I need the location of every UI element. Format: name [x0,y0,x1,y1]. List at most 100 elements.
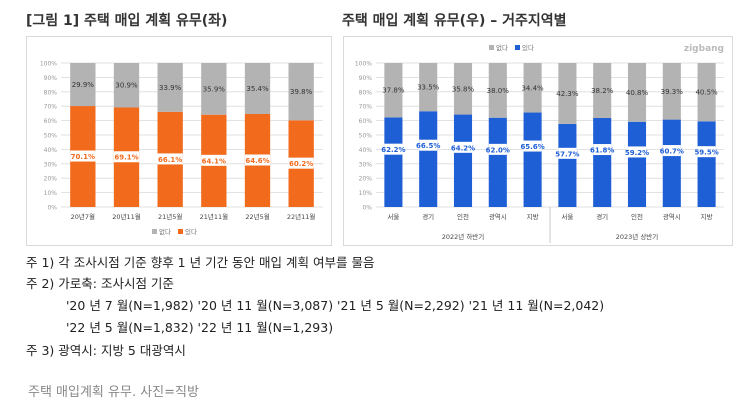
bar-segment-no-plan [244,63,271,114]
bar-segment-no-plan [593,63,612,119]
label-band [157,153,183,165]
data-label-plan: 70.1% [71,153,95,161]
bar-segment-no-plan [697,63,716,122]
x-tick-label: 22년11월 [287,212,316,221]
y-tick-label: 90% [44,75,58,82]
bar-segment-plan [419,111,438,207]
label-band [244,154,271,166]
footnote-2: 주 2) 가로축: 조사시점 기준 [26,276,174,291]
bar-segment-plan [523,112,542,207]
x-tick-label: 광역시 [489,212,507,221]
x-tick-label: 20년7월 [71,212,95,221]
bar-segment-no-plan [113,63,140,108]
label-band [697,146,716,158]
left-chart-title: [그림 1] 주택 매입 계획 유무(좌) [26,13,228,29]
y-tick-label: 20% [359,176,373,183]
x-tick-label: 서울 [387,212,399,221]
y-tick-label: 50% [359,133,373,140]
left-chart-panel: 0% 10% 20% 30% 40% 50% 60% 70% 80% 90% 100% 70.1% 29… [26,36,332,246]
legend-label: 있다 [185,227,197,236]
left-stacked-bar-chart: 0% 10% 20% 30% 40% 50% 60% 70% 80% 90% 100% 70.1% 29… [40,61,323,236]
data-label-no-plan: 40.5% [695,89,718,97]
legend-label: 있다 [522,43,534,52]
right-chart-panel: 0% 10% 20% 30% 40% 50% 60% 70% 80% 90% 100% 62.2% 37… [343,36,733,246]
data-label-no-plan: 42.3% [556,90,579,98]
data-label-plan: 64.1% [202,157,226,165]
label-band [627,146,647,158]
data-label-plan: 59.5% [694,149,718,157]
label-band [558,147,577,159]
legend-swatch [515,45,520,50]
legend-label: 없다 [496,43,508,52]
data-label-plan: 60.2% [289,160,313,168]
right-stacked-bar-chart: 0% 10% 20% 30% 40% 50% 60% 70% 80% 90% 100% 62.2% 37… [355,43,724,243]
group-label: 2023년 상반기 [616,232,659,241]
y-tick-label: 60% [44,118,58,125]
label-band [453,141,473,153]
bar-segment-plan [627,121,647,207]
data-label-no-plan: 33.5% [417,84,440,92]
data-label-plan: 66.1% [158,156,182,164]
legend-label: 없다 [159,227,171,236]
data-label-no-plan: 38.0% [487,87,510,95]
y-tick-label: 40% [44,147,58,154]
y-tick-label: 70% [44,104,58,111]
bar-segment-no-plan [201,63,227,115]
y-tick-label: 20% [44,176,58,183]
y-tick-label: 70% [359,104,373,111]
bar-segment-plan [662,119,681,207]
data-label-plan: 64.2% [451,144,475,152]
y-tick-label: 80% [44,89,58,96]
data-label-no-plan: 35.4% [246,85,269,93]
data-label-no-plan: 33.9% [159,84,182,92]
data-label-plan: 69.1% [114,154,138,162]
data-label-no-plan: 39.3% [661,88,684,96]
data-label-plan: 62.0% [486,146,510,154]
label-band [419,139,438,151]
label-band [662,145,681,157]
bar-segment-no-plan [488,63,507,118]
y-tick-label: 100% [355,61,372,68]
label-band [593,144,612,156]
label-band [384,143,403,155]
bar-segment-plan [697,121,716,207]
bar-segment-no-plan [157,63,183,112]
bar-segment-no-plan [662,63,681,120]
data-label-no-plan: 39.8% [290,88,313,96]
label-band [488,143,507,155]
label-band [201,154,227,166]
bar-segment-plan [488,117,507,207]
x-tick-label: 22년5월 [245,212,269,221]
bar-segment-plan [453,114,473,207]
label-band [113,151,140,163]
bar-segment-no-plan [523,63,542,113]
x-tick-label: 지방 [527,212,539,221]
data-label-plan: 57.7% [555,150,579,158]
y-tick-label: 10% [44,190,58,197]
footnote-2-samples-b: '22 년 5 월(N=1,832) '22 년 11 월(N=1,293) [66,320,334,335]
data-label-no-plan: 30.9% [115,82,138,90]
y-tick-label: 80% [359,89,373,96]
data-label-no-plan: 35.9% [203,85,226,93]
watermark-logo: zigbang [684,44,724,54]
bar-segment-plan [384,117,403,207]
bar-segment-no-plan [288,63,314,121]
bar-segment-no-plan [70,63,96,107]
y-tick-label: 30% [44,161,58,168]
y-tick-label: 40% [359,147,373,154]
label-band [70,150,96,162]
y-tick-label: 10% [359,190,373,197]
legend-swatch [178,229,183,234]
data-label-plan: 65.6% [520,143,544,151]
data-label-plan: 59.2% [625,149,649,157]
data-label-plan: 61.8% [590,147,614,155]
bar-segment-no-plan [453,63,473,115]
y-tick-label: 30% [359,161,373,168]
x-tick-label: 20년11월 [112,212,141,221]
data-label-no-plan: 37.8% [382,87,405,95]
data-label-no-plan: 29.9% [72,81,95,89]
data-label-no-plan: 40.8% [626,89,649,97]
y-tick-label: 50% [44,133,58,140]
y-tick-label: 0% [362,205,372,212]
footnote-1: 주 1) 각 조사시점 기준 향후 1 년 기간 동안 매입 계획 여부를 물음 [26,255,375,270]
